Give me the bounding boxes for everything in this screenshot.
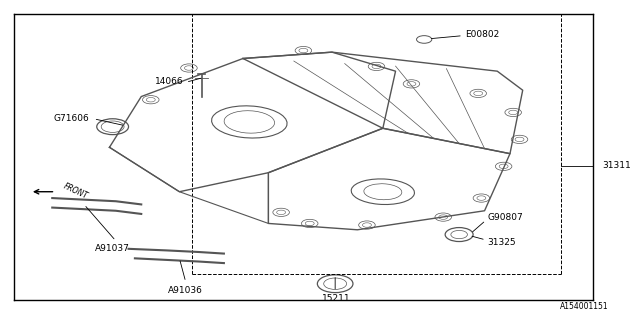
Text: A91036: A91036	[168, 285, 203, 295]
Text: 31311: 31311	[602, 161, 631, 170]
Text: A91037: A91037	[95, 244, 130, 253]
Text: A154001151: A154001151	[560, 302, 609, 311]
Text: G90807: G90807	[488, 213, 524, 222]
Text: 14066: 14066	[156, 77, 184, 86]
Text: FRONT: FRONT	[62, 182, 89, 201]
Text: 15211: 15211	[322, 294, 351, 303]
Text: E00802: E00802	[465, 30, 500, 39]
Text: G71606: G71606	[53, 114, 89, 123]
Text: 31325: 31325	[488, 238, 516, 247]
